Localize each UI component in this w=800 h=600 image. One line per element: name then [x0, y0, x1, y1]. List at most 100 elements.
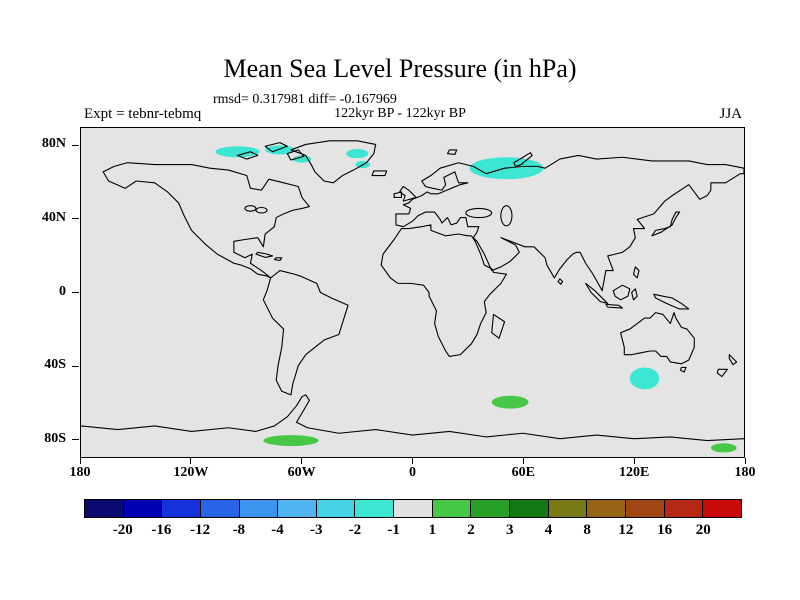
lon-tick-label: 60W [287, 465, 316, 480]
coastline-tasmania [679, 366, 687, 373]
coastline-philippines [632, 266, 640, 279]
coastline-new-zealand-north [728, 354, 738, 366]
colorbar-tick-label: -16 [151, 522, 172, 538]
coastline-new-guinea [653, 293, 690, 310]
colorbar-tick-label: 2 [467, 522, 475, 538]
anomaly-patch-ross-sea [710, 443, 737, 453]
coastline-sulawesi [631, 288, 638, 301]
black-sea-outline [465, 207, 493, 219]
colorbar-cell [470, 499, 511, 518]
anomaly-patch-greenland-north [346, 149, 369, 159]
coastline-japan [651, 211, 681, 237]
coastline-sri-lanka [557, 278, 564, 285]
lat-tickmark [72, 218, 79, 220]
great-lakes-outline-east [255, 206, 268, 214]
anomaly-patch-antarctic-peninsula-coast [263, 435, 319, 447]
coastline-novaya-zemlya [513, 152, 533, 167]
colorbar-cell [702, 499, 742, 518]
lon-tickmark [744, 458, 746, 464]
season-label: JJA [719, 106, 742, 122]
colorbar-tick-label: -3 [309, 522, 323, 538]
colorbar-cell [84, 499, 124, 518]
coastline-eurasia [395, 154, 744, 292]
coastline-madagascar [491, 313, 506, 339]
lon-tickmark [190, 458, 192, 464]
lon-tick-label: 120E [618, 465, 650, 480]
lat-tickmark [72, 144, 79, 146]
coastline-north-america [102, 162, 310, 279]
lat-tickmark [72, 439, 79, 441]
lat-tick-label: 40S [44, 357, 66, 373]
lon-tick-label: 180 [69, 465, 91, 480]
colorbar-tick-label: -12 [190, 522, 211, 538]
colorbar-tick-label: 4 [544, 522, 553, 538]
lon-tickmark [79, 458, 81, 464]
latitude-axis: 80N 40N 0 40S 80S [0, 127, 80, 458]
coastline-africa [380, 224, 507, 358]
colorbar-tick-label: 8 [583, 522, 591, 538]
coastline-australia [620, 312, 695, 365]
coastline-cuba [255, 251, 274, 258]
lat-tick-label: 40N [41, 209, 66, 225]
coastline-svalbard [446, 149, 458, 156]
colorbar [84, 499, 742, 518]
lon-tickmark [522, 458, 524, 464]
experiment-label: Expt = tebnr-tebmq [84, 106, 202, 122]
colorbar-tick-label: 16 [657, 522, 673, 538]
colorbar-cell [663, 499, 704, 518]
stats-line: rmsd= 0.317981 diff= -0.167969 [213, 92, 397, 107]
coastlines [81, 140, 744, 442]
lon-tickmark [412, 458, 413, 464]
lon-tickmark [633, 458, 635, 464]
lat-tick-label: 80N [41, 136, 66, 152]
coastline-new-zealand-south [716, 368, 728, 378]
colorbar-tick-label: -2 [348, 522, 362, 538]
great-lakes-outline [244, 205, 257, 212]
coastline-java [605, 303, 624, 309]
colorbar-cell [547, 499, 588, 518]
coastline-antarctica [81, 394, 744, 442]
coastline-britain [399, 185, 417, 202]
anomaly-patch-south-of-australia [629, 367, 660, 390]
lat-tickmark [72, 365, 79, 367]
colorbar-cell [161, 499, 201, 518]
longitude-axis: 180 120W 60W 0 60E 120E 180 [70, 458, 756, 484]
colorbar-cell [586, 499, 626, 518]
coastline-baffin-island [286, 149, 305, 161]
coastline-borneo [612, 284, 631, 301]
world-map [81, 140, 744, 453]
anomaly-patch-southern-indian-ocean [491, 395, 529, 409]
colorbar-cell [393, 499, 433, 518]
coastline-victoria-island [236, 151, 259, 160]
colorbar-cell [238, 499, 279, 518]
coastline-iceland [371, 170, 388, 177]
colorbar-tick-label: -4 [271, 522, 284, 538]
coastline-sumatra [585, 282, 609, 305]
colorbar-tick-label: -1 [387, 522, 400, 538]
lat-tick-label: 80S [44, 430, 66, 446]
coastline-ellesmere-island [264, 142, 288, 153]
colorbar-cell [509, 499, 549, 518]
colorbar-tick-label: 1 [428, 522, 437, 538]
colorbar-cell [277, 499, 317, 518]
lon-tick-label: 60E [511, 465, 535, 480]
lon-tick-label: 0 [409, 465, 416, 480]
caspian-sea-outline [500, 205, 513, 227]
colorbar-cell [431, 499, 472, 518]
colorbar-labels: -20 -16 -12 -8 -4 -3 -2 -1 1 2 3 4 8 12 16 20 [84, 522, 742, 540]
colorbar-cell [199, 499, 240, 518]
lon-tickmark [301, 458, 303, 464]
colorbar-tick-label: 12 [618, 522, 634, 538]
anomaly-patch-canadian-arctic-west [215, 146, 260, 158]
period-line: 122kyr BP - 122kyr BP [334, 106, 466, 121]
colorbar-tick-label: 3 [506, 522, 514, 538]
lon-tick-label: 120W [173, 465, 209, 480]
colorbar-cell [315, 499, 356, 518]
lat-tickmark [72, 292, 79, 293]
lat-tick-label: 0 [59, 283, 66, 299]
map-plot-area [80, 127, 745, 458]
coastline-hispaniola [273, 257, 283, 262]
colorbar-cell [354, 499, 395, 518]
colorbar-cell [122, 499, 163, 518]
